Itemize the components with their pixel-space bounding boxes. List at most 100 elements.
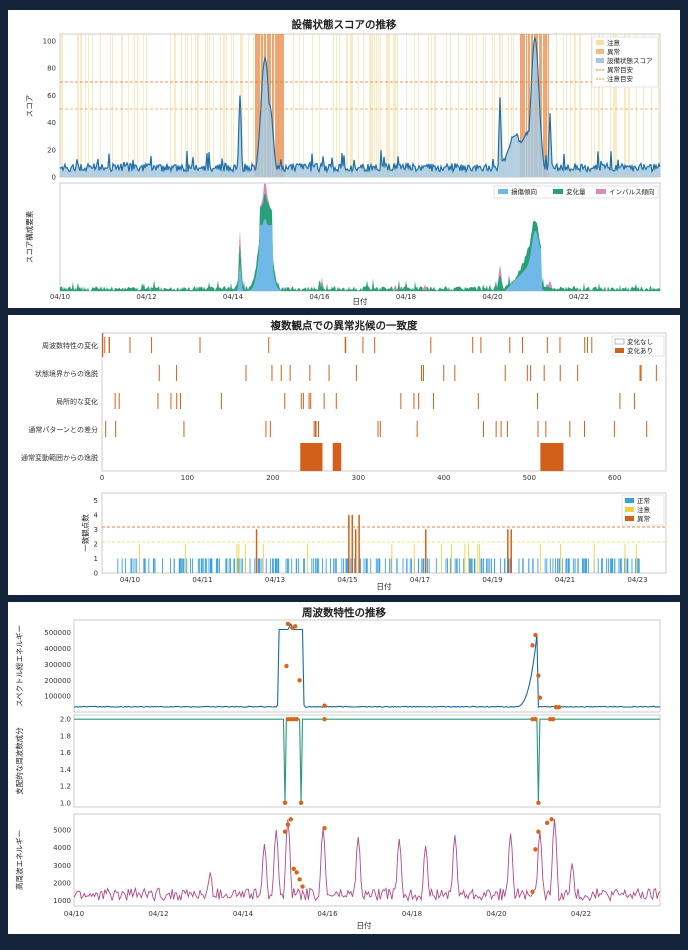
caution-band (374, 34, 375, 177)
x-tick-label: 04/17 (410, 576, 430, 584)
anomaly-band (282, 34, 283, 177)
caution-band (195, 34, 196, 177)
event-mark (271, 365, 273, 381)
caution-band (110, 34, 111, 177)
legend-no-change: 変化なし (627, 337, 653, 346)
caution-band (527, 34, 528, 177)
caution-band (185, 34, 186, 177)
caution-band (303, 34, 304, 177)
normal-bar (275, 558, 277, 573)
normal-bar (353, 558, 355, 573)
y-tick-label: 1.0 (60, 799, 71, 807)
normal-bar (343, 558, 345, 573)
caution-band (494, 34, 495, 177)
x-tick-label: 04/12 (148, 910, 168, 918)
anomaly-band (259, 34, 260, 177)
caution-band (175, 34, 176, 177)
normal-bar (470, 558, 472, 573)
normal-bar (582, 558, 584, 573)
normal-bar (489, 558, 491, 573)
normal-bar (330, 558, 332, 573)
normal-bar (152, 558, 154, 573)
normal-bar (334, 558, 336, 573)
caution-band (466, 34, 467, 177)
normal-bar (508, 558, 510, 573)
normal-bar (620, 558, 621, 573)
frequency-x-ticks: 04/10 04/12 04/14 04/16 04/18 04/20 04/22 (64, 910, 591, 918)
event-mark (105, 421, 107, 437)
anomaly-bar (354, 529, 357, 573)
y-tick-label: 3 (94, 526, 98, 534)
x-tick-label: 600 (608, 474, 621, 482)
normal-bar (406, 558, 408, 573)
normal-bar (200, 558, 202, 573)
anomaly-band (281, 34, 282, 177)
normal-bar (606, 558, 608, 573)
caution-band (643, 34, 644, 177)
normal-bar (189, 558, 191, 573)
event-mark (344, 337, 346, 353)
event-mark (413, 393, 415, 409)
anomaly-band (255, 34, 256, 177)
normal-bar (295, 558, 297, 573)
normal-bar (210, 558, 212, 573)
highfreq-marker (285, 822, 291, 827)
caution-band (485, 34, 486, 177)
event-mark (587, 337, 589, 353)
event-mark (422, 365, 424, 381)
caution-band (513, 34, 514, 177)
normal-bar (537, 558, 539, 573)
normal-bar (261, 558, 263, 573)
caution-band (386, 34, 387, 177)
normal-bar (601, 558, 603, 573)
y-tick-label: 100000 (44, 693, 71, 701)
caution-band (112, 34, 113, 177)
event-mark (115, 421, 117, 437)
normal-bar (612, 558, 614, 573)
caution-bar (238, 543, 240, 573)
y-tick-label: 500000 (44, 629, 71, 637)
event-mark (158, 365, 160, 381)
x-tick-label: 04/23 (627, 576, 647, 584)
agreement-y-ticks: 0 1 2 3 4 5 (94, 497, 99, 578)
event-mark (633, 393, 635, 409)
event-mark (310, 393, 312, 409)
normal-bar (274, 558, 276, 573)
event-mark (170, 393, 172, 409)
spectral-marker (297, 678, 302, 683)
caution-band (434, 34, 435, 177)
normal-bar (209, 558, 211, 573)
caution-bar (413, 543, 415, 573)
normal-bar (303, 558, 305, 573)
normal-bar (366, 558, 368, 573)
normal-bar (552, 558, 554, 573)
event-mark (509, 337, 511, 353)
normal-bar (186, 558, 188, 573)
normal-bar (557, 558, 558, 573)
spectral-marker (285, 621, 291, 627)
normal-bar (481, 558, 483, 573)
event-mark (362, 337, 364, 353)
normal-bar (169, 558, 171, 573)
x-tick-label: 04/15 (337, 576, 357, 584)
normal-bar (206, 558, 208, 573)
caution-band (128, 34, 129, 177)
event-mark (559, 337, 561, 353)
normal-bar (611, 558, 613, 573)
event-mark (640, 365, 642, 381)
x-tick-label: 04/21 (555, 576, 575, 584)
event-mark (546, 337, 548, 353)
caution-bar (391, 543, 393, 573)
normal-bar (607, 558, 609, 573)
normal-bar (130, 558, 132, 573)
normal-bar (518, 558, 520, 573)
event-mark (482, 421, 484, 437)
event-mark (309, 365, 311, 381)
caution-band (100, 34, 101, 177)
event-mark (280, 365, 282, 381)
spectral-marker (530, 643, 535, 648)
normal-bar (192, 558, 194, 573)
dominant-marker (298, 800, 304, 806)
highfreq-marker (544, 820, 550, 826)
